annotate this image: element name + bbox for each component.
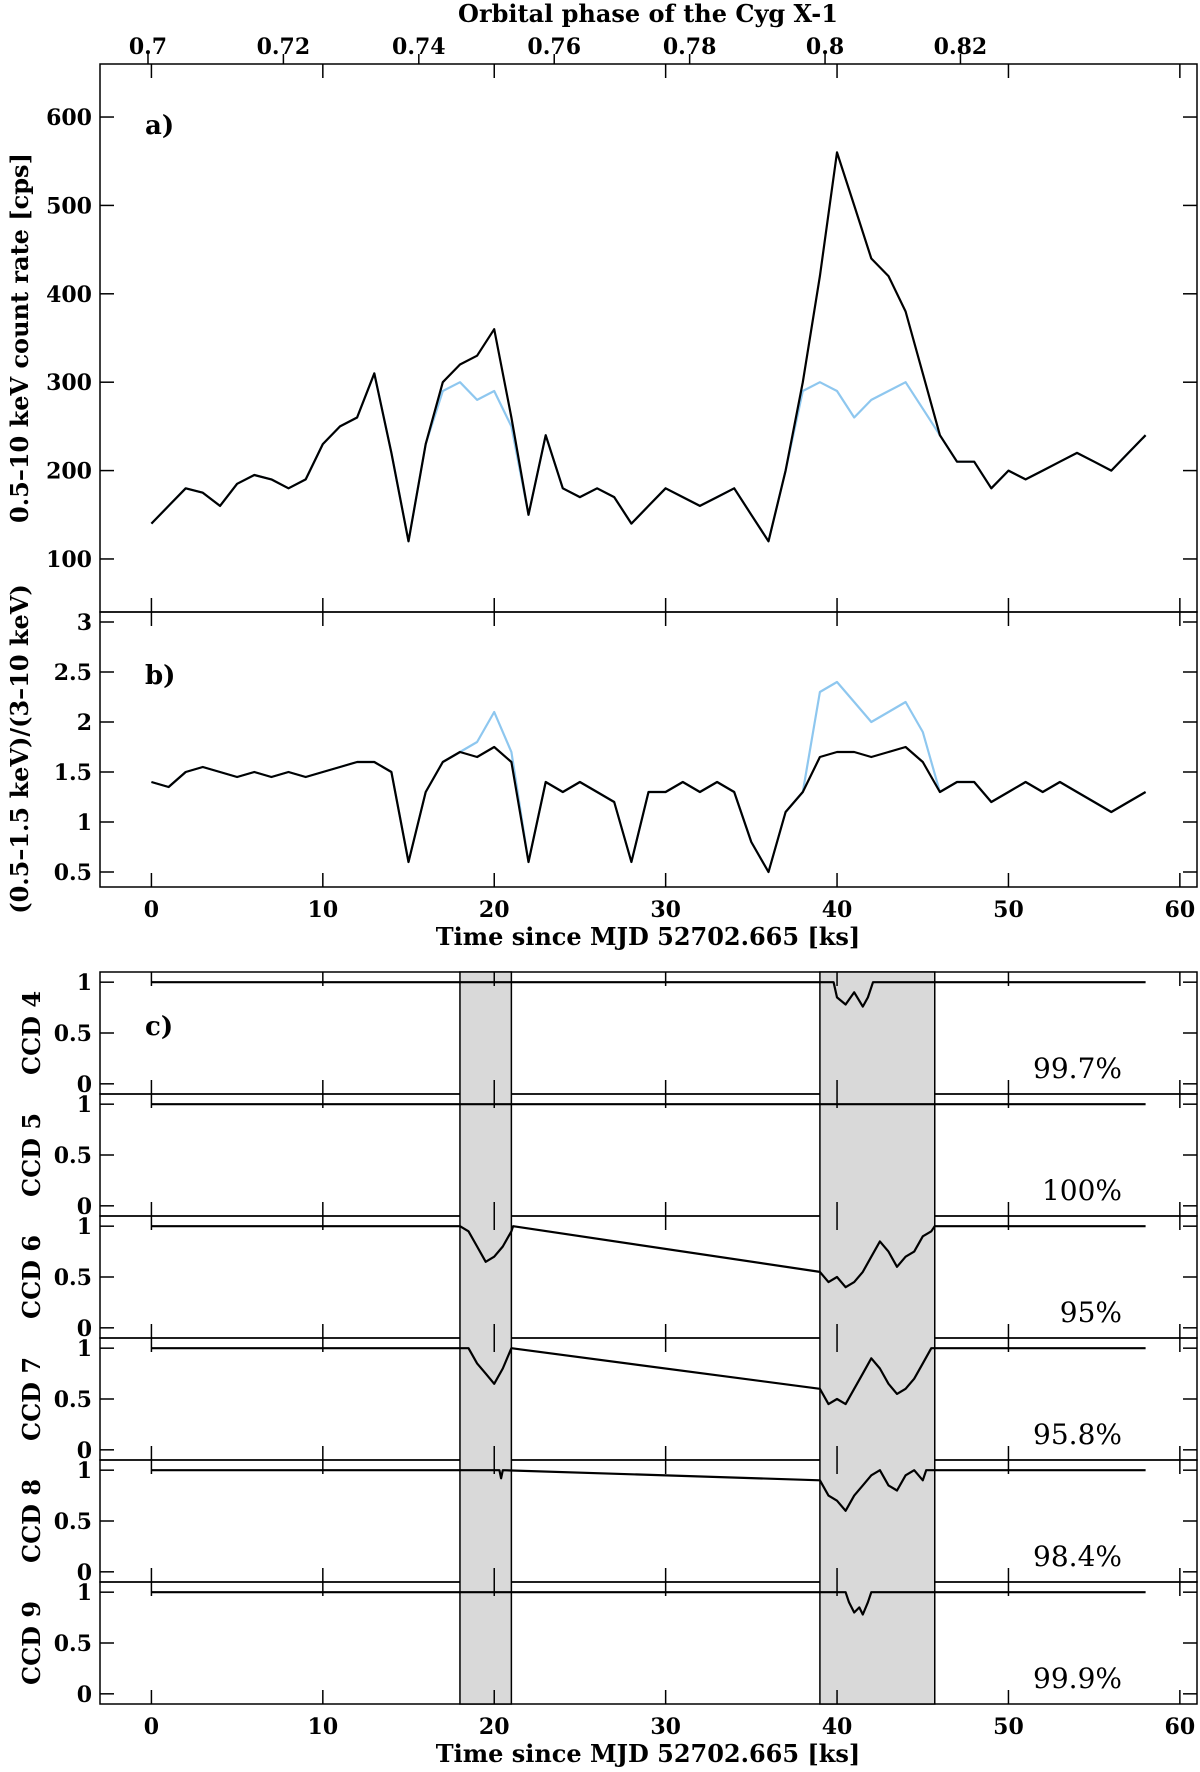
panel-a-ytick-label-1: 200 [46, 459, 92, 485]
ccd-percent-4: 98.4% [1033, 1540, 1122, 1573]
ccd-series-0 [151, 981, 1146, 1008]
panel-b-ytick-label-2: 1.5 [54, 760, 92, 786]
shaded-interval-1 [819, 971, 936, 1705]
ccd-percent-1: 100% [1042, 1174, 1122, 1207]
series-lines [150, 151, 1147, 1616]
ccd-5-ytick-label-1: 0.5 [54, 1631, 92, 1657]
panel-a-series-1 [150, 151, 1147, 543]
ccd-frame-1 [99, 1093, 1198, 1217]
panel-b-ytick-label-3: 2 [77, 710, 92, 736]
panel-b-ytick-label-0: 0.5 [54, 860, 92, 886]
panel-a-ytick-label-4: 500 [46, 193, 92, 219]
top-tick-label-3: 0.76 [527, 34, 581, 60]
ccd-4-ytick-label-0: 0 [77, 1560, 92, 1586]
panel-b-series-0 [151, 680, 1147, 874]
panel-b-ytick-label-5: 3 [77, 610, 92, 636]
ccd-percent-2: 95% [1060, 1296, 1122, 1329]
top-tick-label-2: 0.74 [392, 34, 446, 60]
ccd-3-ytick-label-2: 1 [77, 1336, 92, 1362]
ccd-0-ytick-label-0: 0 [77, 1072, 92, 1098]
panel-b-xtick-label-4: 40 [822, 897, 853, 923]
ccd-5-ytick-label-0: 0 [77, 1682, 92, 1708]
ccd-label-1: CCD 5 [17, 1113, 46, 1197]
ccd-series-5 [151, 1591, 1146, 1616]
ccd-5-xtick-label-1: 10 [308, 1714, 339, 1740]
panel-b-frame [99, 611, 1198, 888]
ccd-2-ytick-label-2: 1 [77, 1214, 92, 1240]
panel-c-xlabel: Time since MJD 52702.665 [ks] [436, 1739, 861, 1768]
shaded-interval-0 [459, 971, 513, 1705]
ccd-label-4: CCD 8 [17, 1479, 46, 1563]
panel-b-xtick-label-0: 0 [144, 897, 159, 923]
ccd-1-ytick-label-1: 0.5 [54, 1143, 92, 1169]
panel-a-frame [99, 63, 1198, 613]
ccd-5-xtick-label-6: 60 [1165, 1714, 1196, 1740]
ccd-series-4 [151, 1469, 1146, 1512]
ccd-0-ytick-label-1: 0.5 [54, 1021, 92, 1047]
ccd-5-xtick-label-5: 50 [993, 1714, 1024, 1740]
panel-b-xtick-label-2: 20 [479, 897, 510, 923]
ccd-frame-2 [99, 1215, 1198, 1339]
panel-b-ytick-label-1: 1 [77, 810, 92, 836]
ccd-4-ytick-label-1: 0.5 [54, 1509, 92, 1535]
ccd-4-ytick-label-2: 1 [77, 1458, 92, 1484]
top-tick-label-4: 0.78 [663, 34, 717, 60]
top-tick-label-0: 0.7 [129, 34, 167, 60]
ccd-label-2: CCD 6 [17, 1235, 46, 1319]
ccd-1-ytick-label-2: 1 [77, 1092, 92, 1118]
ccd-percent-5: 99.9% [1033, 1662, 1122, 1695]
panel-b-xtick-label-1: 10 [308, 897, 339, 923]
panel-b-ylabel: (0.5–1.5 keV)/(3–10 keV) [5, 584, 34, 914]
panel-a-ylabel: 0.5–10 keV count rate [cps] [5, 153, 34, 523]
panel-a-ytick-label-3: 400 [46, 282, 92, 308]
shaded-intervals [459, 971, 936, 1705]
ccd-series-2 [151, 1225, 1146, 1289]
top-tick-label-1: 0.72 [257, 34, 311, 60]
panel-b-xtick-label-6: 60 [1165, 897, 1196, 923]
ccd-series-3 [151, 1347, 1146, 1406]
panel-a-series-0 [150, 372, 1147, 543]
ccd-2-ytick-label-0: 0 [77, 1316, 92, 1342]
ccd-5-xtick-label-4: 40 [822, 1714, 853, 1740]
ccd-2-ytick-label-1: 0.5 [54, 1265, 92, 1291]
top-tick-label-6: 0.82 [934, 34, 988, 60]
ccd-3-ytick-label-1: 0.5 [54, 1387, 92, 1413]
ccd-label-0: CCD 4 [17, 991, 46, 1075]
ccd-0-ytick-label-2: 1 [77, 970, 92, 996]
ccd-1-ytick-label-0: 0 [77, 1194, 92, 1220]
panel-b-xlabel: Time since MJD 52702.665 [ks] [436, 922, 861, 951]
ccd-3-ytick-label-0: 0 [77, 1438, 92, 1464]
panel-b-ytick-label-4: 2.5 [54, 660, 92, 686]
panel-c-label: c) [145, 1012, 173, 1042]
ccd-5-ytick-label-2: 1 [77, 1580, 92, 1606]
panel-a-ytick-label-5: 600 [46, 105, 92, 131]
ccd-5-xtick-label-3: 30 [650, 1714, 681, 1740]
ccd-5-xtick-label-0: 0 [144, 1714, 159, 1740]
top-axis-title: Orbital phase of the Cyg X-1 [458, 0, 838, 28]
ccd-label-3: CCD 7 [17, 1357, 46, 1441]
panel-a-ytick-label-0: 100 [46, 547, 92, 573]
panel-a-ytick-label-2: 300 [46, 370, 92, 396]
ccd-5-xtick-label-2: 20 [479, 1714, 510, 1740]
ccd-percent-0: 99.7% [1033, 1052, 1122, 1085]
panel-b-series-1 [151, 745, 1147, 874]
ccd-label-5: CCD 9 [17, 1601, 46, 1685]
panel-b-xtick-label-5: 50 [993, 897, 1024, 923]
panel-b-label: b) [145, 661, 175, 691]
axis-ticks [100, 54, 1197, 1704]
top-tick-label-5: 0.8 [806, 34, 844, 60]
ccd-percent-3: 95.8% [1033, 1418, 1122, 1451]
panel-b-xtick-label-3: 30 [650, 897, 681, 923]
panel-a-label: a) [145, 111, 174, 141]
